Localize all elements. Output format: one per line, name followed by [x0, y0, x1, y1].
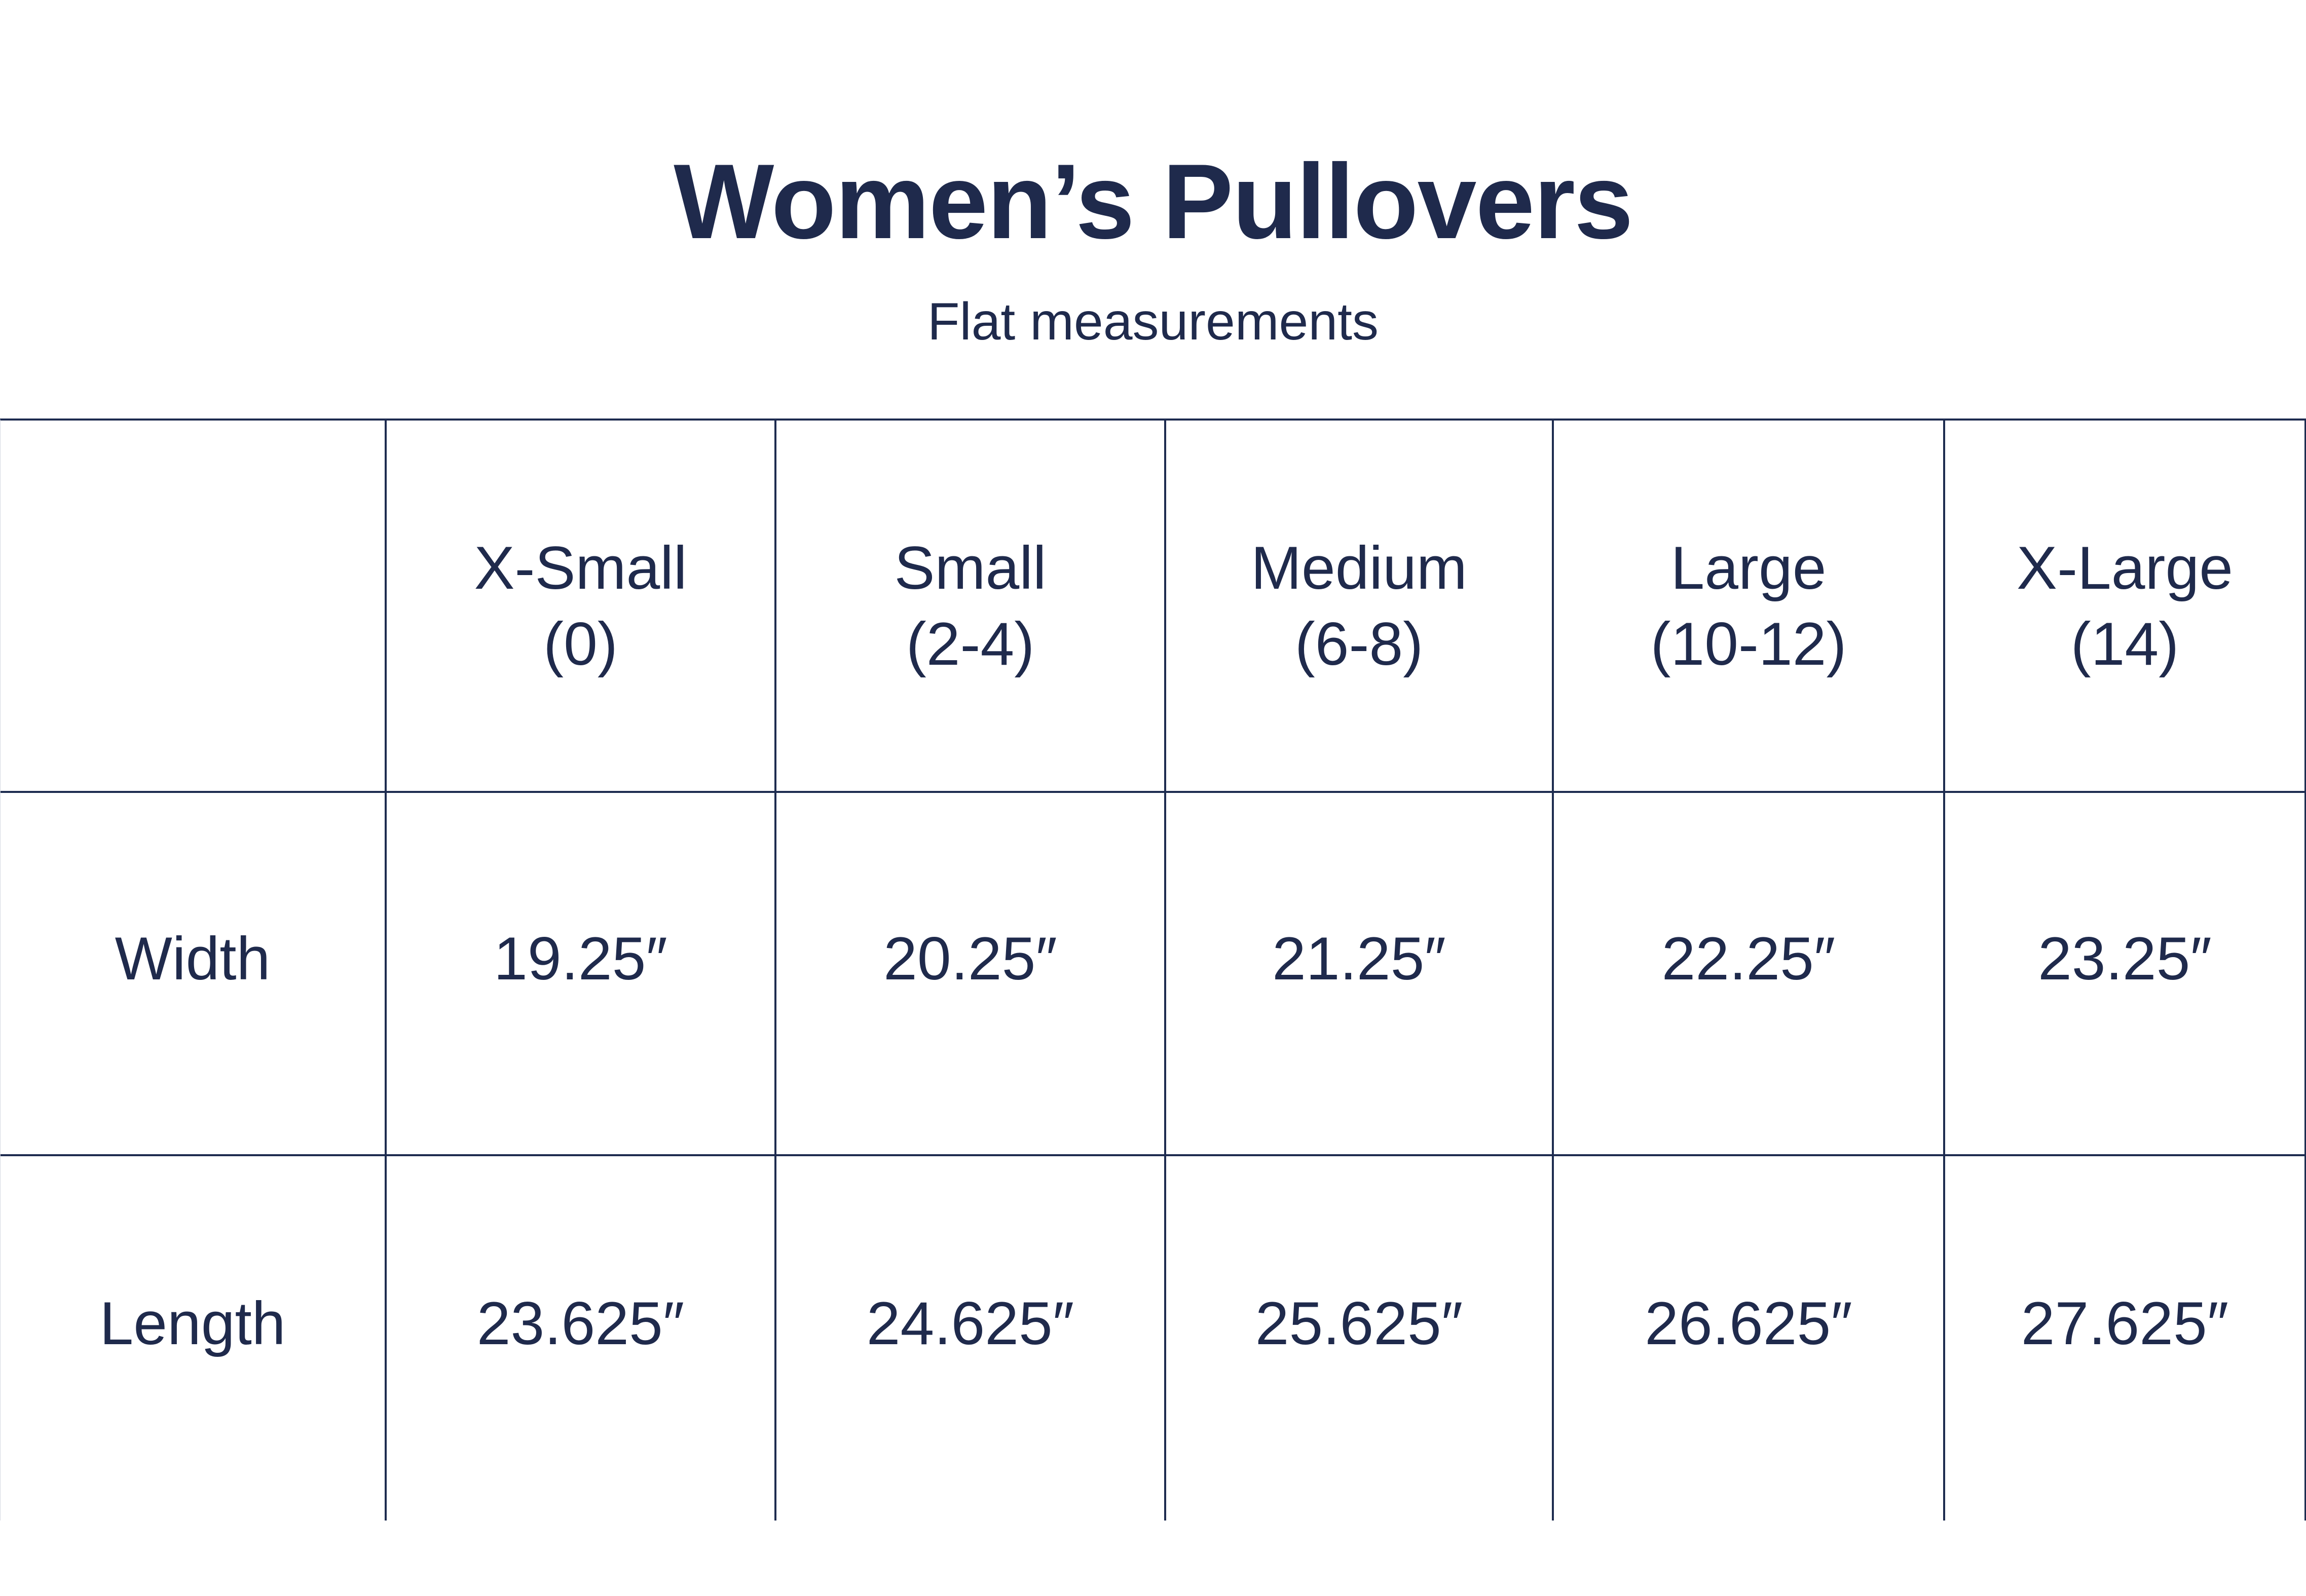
- width-value-xsmall: 19.25″: [387, 793, 776, 1156]
- width-value-medium: 21.25″: [1166, 793, 1554, 1156]
- row-label-width: Width: [1, 793, 387, 1156]
- length-value-large: 26.625″: [1554, 1156, 1945, 1521]
- length-value-small: 24.625″: [776, 1156, 1166, 1521]
- size-label: X-Large: [2017, 534, 2233, 602]
- header-cell-large: Large (10-12): [1554, 421, 1945, 793]
- size-range: (2-4): [906, 610, 1035, 678]
- size-label: Small: [894, 534, 1047, 602]
- header-cell-small: Small (2-4): [776, 421, 1166, 793]
- size-label: X-Small: [474, 534, 687, 602]
- header-cell-xlarge: X-Large (14): [1945, 421, 2304, 793]
- width-value-large: 22.25″: [1554, 793, 1945, 1156]
- size-chart-table: X-Small (0) Small (2-4) Medium (6-8) Lar…: [0, 419, 2306, 1521]
- row-label-length: Length: [1, 1156, 387, 1521]
- width-value-xlarge: 23.25″: [1945, 793, 2304, 1156]
- width-value-small: 20.25″: [776, 793, 1166, 1156]
- length-value-medium: 25.625″: [1166, 1156, 1554, 1521]
- size-range: (0): [543, 610, 618, 678]
- corner-cell: [1, 421, 387, 793]
- size-range: (6-8): [1294, 610, 1424, 678]
- page-title: Women’s Pullovers: [674, 142, 1633, 261]
- header-cell-xsmall: X-Small (0): [387, 421, 776, 793]
- size-label: Medium: [1251, 534, 1467, 602]
- size-label: Large: [1670, 534, 1827, 602]
- length-value-xlarge: 27.625″: [2021, 1289, 2229, 1357]
- size-range: (14): [2070, 610, 2179, 678]
- size-range: (10-12): [1650, 610, 1847, 678]
- header-cell-medium: Medium (6-8): [1166, 421, 1554, 793]
- page-subtitle: Flat measurements: [927, 292, 1379, 351]
- length-value-xsmall: 23.625″: [387, 1156, 776, 1521]
